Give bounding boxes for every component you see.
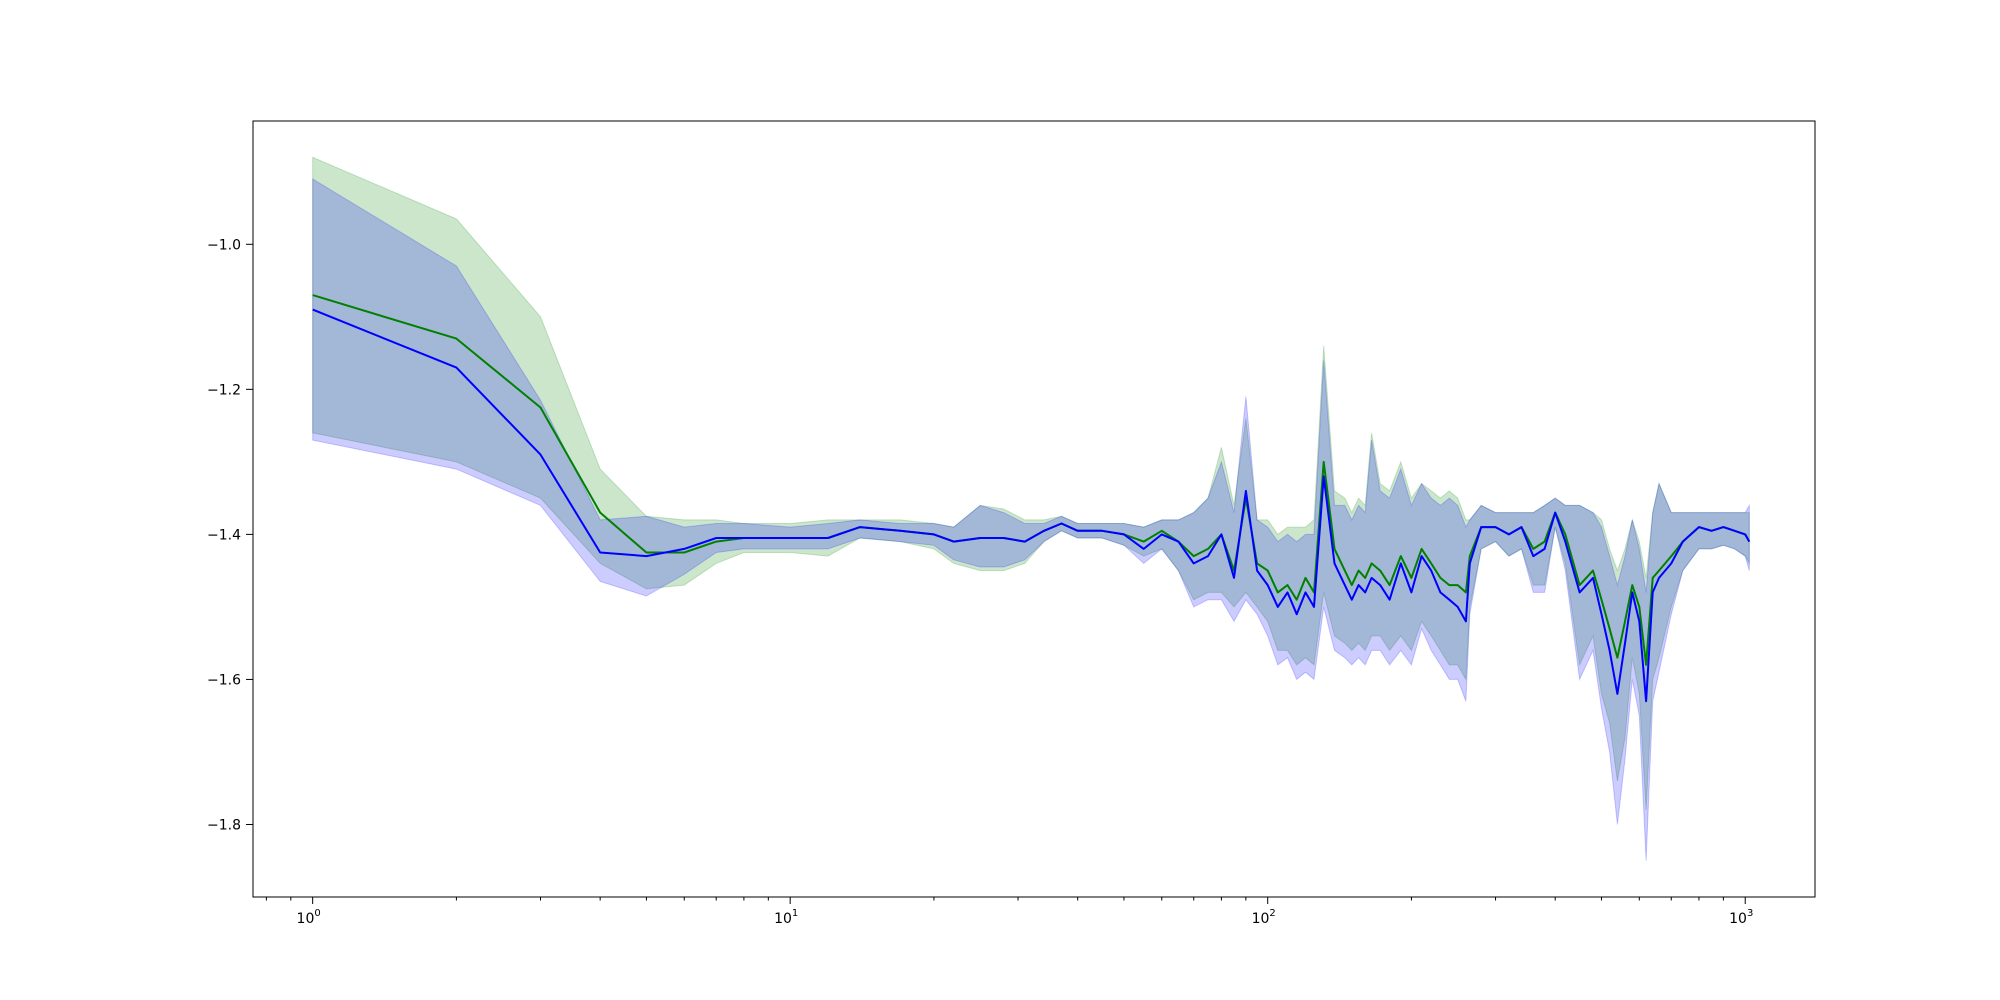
y-tick-label: −1.4	[207, 527, 241, 543]
plot-frame	[252, 120, 1816, 898]
series-lines	[312, 294, 1751, 703]
y-tick-label: −1.8	[207, 817, 241, 833]
x-axis: 100 101 102 103	[265, 897, 1753, 927]
x-tick-label: 103	[1729, 908, 1753, 927]
y-tick-label: −1.2	[207, 382, 241, 398]
confidence-bands	[312, 156, 1750, 861]
x-tick-label: 102	[1252, 908, 1276, 927]
series-0-band	[312, 156, 1750, 811]
y-tick-label: −1.6	[207, 672, 241, 688]
x-tick-label: 100	[297, 908, 321, 927]
series-1-line	[312, 308, 1751, 703]
series-1-band	[312, 178, 1750, 861]
y-tick-label: −1.0	[207, 237, 241, 253]
x-tick-label: 101	[774, 908, 798, 927]
y-axis: −1.0 −1.2 −1.4 −1.6 −1.8	[207, 237, 253, 833]
